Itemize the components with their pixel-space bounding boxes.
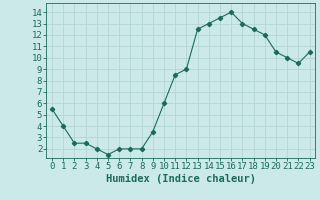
X-axis label: Humidex (Indice chaleur): Humidex (Indice chaleur) [106,174,256,184]
